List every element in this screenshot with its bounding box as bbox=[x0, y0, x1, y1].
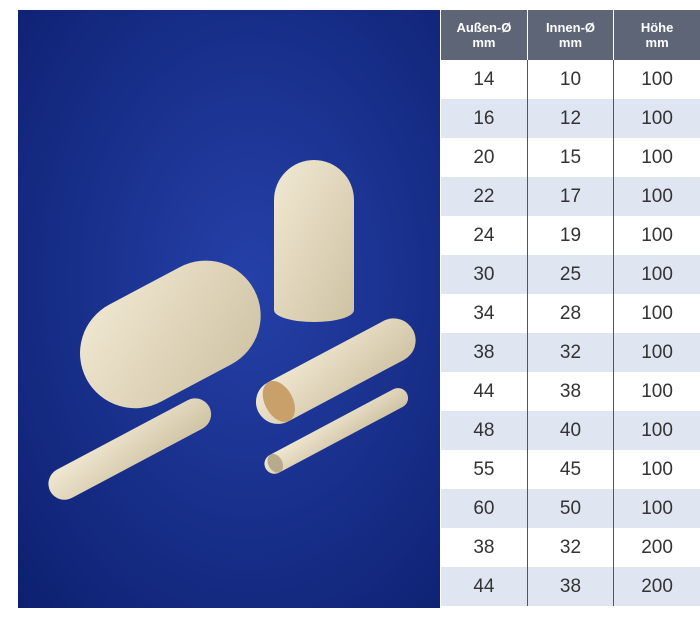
table-cell: 16 bbox=[441, 99, 527, 138]
table-cell: 200 bbox=[614, 567, 700, 606]
table-cell: 50 bbox=[527, 489, 613, 528]
table-cell: 32 bbox=[527, 528, 613, 567]
table-cell: 38 bbox=[527, 567, 613, 606]
table-cell: 100 bbox=[614, 177, 700, 216]
table-cell: 100 bbox=[614, 216, 700, 255]
table-cell: 30 bbox=[441, 255, 527, 294]
table-cell: 12 bbox=[527, 99, 613, 138]
table-cell: 100 bbox=[614, 450, 700, 489]
table-cell: 40 bbox=[527, 411, 613, 450]
header-line: mm bbox=[528, 35, 613, 50]
table-cell: 17 bbox=[527, 177, 613, 216]
header-line: mm bbox=[441, 35, 527, 50]
table-cell: 200 bbox=[614, 528, 700, 567]
table-cell: 100 bbox=[614, 138, 700, 177]
header-line: Innen-Ø bbox=[528, 20, 613, 35]
table-cell: 28 bbox=[527, 294, 613, 333]
product-photo bbox=[18, 10, 440, 608]
table-cell: 19 bbox=[527, 216, 613, 255]
table-cell: 60 bbox=[441, 489, 527, 528]
header-line: Außen-Ø bbox=[441, 20, 527, 35]
table-cell: 100 bbox=[614, 333, 700, 372]
table-cell: 100 bbox=[614, 99, 700, 138]
table-cell: 100 bbox=[614, 255, 700, 294]
table-cell: 100 bbox=[614, 294, 700, 333]
table-cell: 100 bbox=[614, 489, 700, 528]
table-cell: 45 bbox=[527, 450, 613, 489]
table-cell: 38 bbox=[441, 528, 527, 567]
table-cell: 55 bbox=[441, 450, 527, 489]
table-cell: 100 bbox=[614, 372, 700, 411]
table-cell: 32 bbox=[527, 333, 613, 372]
table-cell: 38 bbox=[441, 333, 527, 372]
table-cell: 38 bbox=[527, 372, 613, 411]
table-cell: 100 bbox=[614, 60, 700, 99]
table-cell: 14 bbox=[441, 60, 527, 99]
table-cell: 44 bbox=[441, 567, 527, 606]
header-line: Höhe bbox=[614, 20, 700, 35]
table-cell: 15 bbox=[527, 138, 613, 177]
header-line: mm bbox=[614, 35, 700, 50]
table-cell: 44 bbox=[441, 372, 527, 411]
table-cell: 34 bbox=[441, 294, 527, 333]
table-cell: 22 bbox=[441, 177, 527, 216]
table-cell: 100 bbox=[614, 411, 700, 450]
table-cell: 25 bbox=[527, 255, 613, 294]
table-cell: 20 bbox=[441, 138, 527, 177]
table-cell: 48 bbox=[441, 411, 527, 450]
table-cell: 24 bbox=[441, 216, 527, 255]
table-cell: 10 bbox=[527, 60, 613, 99]
page: {"table": {"header": [["Außen-Ø", "mm"],… bbox=[0, 0, 700, 621]
